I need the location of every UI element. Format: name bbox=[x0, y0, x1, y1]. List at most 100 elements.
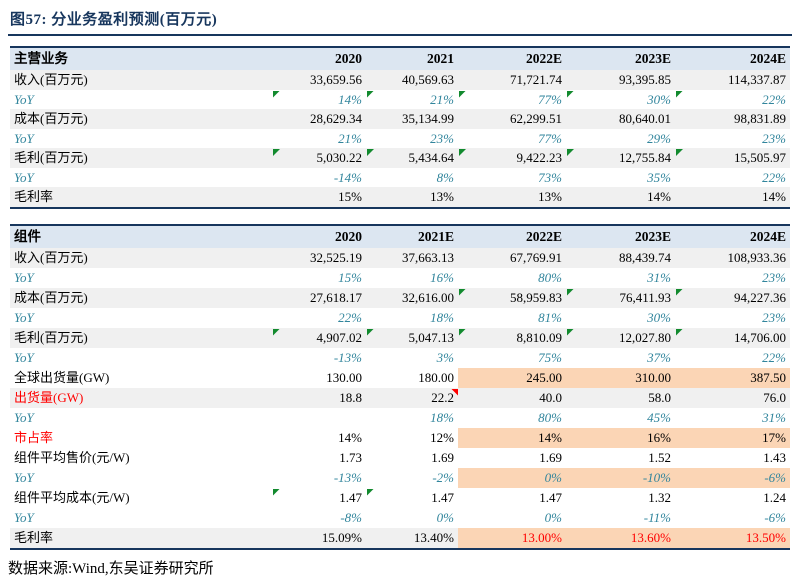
cell-value: 130.00 bbox=[272, 368, 366, 388]
green-corner-flag-icon bbox=[567, 288, 574, 296]
cell-value: 80% bbox=[458, 408, 566, 428]
cell-value-text: 58,959.83 bbox=[510, 289, 562, 305]
green-corner-flag-icon bbox=[273, 90, 280, 98]
cell-value-text: 71,721.74 bbox=[510, 72, 562, 87]
row-label: YoY bbox=[10, 90, 272, 110]
cell-value: 40,569.63 bbox=[366, 70, 458, 90]
cell-value: 35,134.99 bbox=[366, 109, 458, 129]
cell-value: 28,629.34 bbox=[272, 109, 366, 129]
cell-value-text: 13% bbox=[430, 189, 454, 204]
cell-value-text: 29% bbox=[647, 130, 671, 146]
cell-value: 67,769.91 bbox=[458, 248, 566, 268]
cell-value: 14% bbox=[272, 90, 366, 110]
cell-value-text: 18.8 bbox=[339, 389, 362, 405]
cell-value: 88,439.74 bbox=[566, 248, 675, 268]
column-header-text: 2024E bbox=[749, 51, 786, 66]
cell-value-text: -11% bbox=[643, 509, 671, 525]
table-row: 毛利(百万元) 5,030.22 5,434.64 9,422.23 12,755.84… bbox=[10, 148, 790, 168]
cell-value: 18.8 bbox=[272, 388, 366, 408]
cell-value: 40.0 bbox=[458, 388, 566, 408]
row-label-text: YoY bbox=[14, 409, 34, 425]
cell-value: 37,663.13 bbox=[366, 248, 458, 268]
row-label: YoY bbox=[10, 408, 272, 428]
cell-value: -14% bbox=[272, 168, 366, 188]
green-corner-flag-icon bbox=[367, 328, 374, 336]
cell-value: 13.50% bbox=[675, 527, 790, 548]
cell-value-text: 37% bbox=[647, 349, 671, 365]
green-corner-flag-icon bbox=[367, 90, 374, 98]
cell-value-text: 180.00 bbox=[418, 369, 454, 385]
cell-value: 5,047.13 bbox=[366, 328, 458, 348]
cell-value-text: 5,030.22 bbox=[316, 150, 363, 165]
row-label-text: YoY bbox=[14, 469, 34, 485]
cell-value-text: -6% bbox=[764, 469, 786, 485]
cell-value: 108,933.36 bbox=[675, 248, 790, 268]
cell-value-text: 16% bbox=[430, 269, 454, 285]
row-label: 收入(百万元) bbox=[10, 248, 272, 268]
cell-value: 0% bbox=[366, 508, 458, 528]
cell-value-text: 22% bbox=[762, 349, 786, 365]
cell-value-text: -10% bbox=[642, 469, 671, 485]
cell-value: 1.47 bbox=[272, 488, 366, 508]
row-label-text: 组件平均售价(元/W) bbox=[14, 449, 130, 465]
cell-value: 13.40% bbox=[366, 528, 458, 548]
cell-value-text: 14% bbox=[538, 429, 562, 445]
cell-value: 15.09% bbox=[272, 528, 366, 548]
cell-value-text: 62,299.51 bbox=[510, 111, 562, 126]
row-label-text: 组件平均成本(元/W) bbox=[14, 489, 130, 505]
green-corner-flag-icon bbox=[676, 328, 683, 336]
row-label: YoY bbox=[10, 168, 272, 188]
cell-value: 18% bbox=[366, 408, 458, 428]
green-corner-flag-icon bbox=[567, 328, 574, 336]
column-header: 2021E bbox=[366, 226, 458, 248]
cell-value: 3% bbox=[366, 348, 458, 368]
cell-value: 37% bbox=[566, 348, 675, 368]
cell-value: 23% bbox=[366, 129, 458, 149]
cell-value-text: -13% bbox=[333, 349, 362, 365]
cell-value: 77% bbox=[458, 129, 566, 149]
cell-value-text: 0% bbox=[544, 469, 562, 485]
green-corner-flag-icon bbox=[676, 288, 683, 296]
cell-value: 15% bbox=[272, 268, 366, 288]
row-label: YoY bbox=[10, 508, 272, 528]
cell-value-text: 21% bbox=[430, 91, 454, 107]
row-label-text: 毛利率 bbox=[14, 189, 54, 204]
table-row: YoY 14% 21% 77% 30% 22% bbox=[10, 90, 790, 110]
cell-value-text: 22% bbox=[762, 169, 786, 185]
cell-value-text: 13.40% bbox=[413, 529, 454, 545]
cell-value-text: 27,618.17 bbox=[310, 289, 362, 305]
cell-value: 21% bbox=[272, 129, 366, 149]
cell-value: 93,395.85 bbox=[566, 70, 675, 90]
green-corner-flag-icon bbox=[273, 328, 280, 336]
cell-value-text: -6% bbox=[764, 509, 786, 525]
cell-value-text: 22% bbox=[338, 309, 362, 325]
column-header-text: 2024E bbox=[749, 228, 786, 244]
green-corner-flag-icon bbox=[273, 488, 280, 496]
cell-value-text: 23% bbox=[762, 130, 786, 146]
green-corner-flag-icon bbox=[676, 149, 683, 156]
cell-value-text: 93,395.85 bbox=[619, 72, 671, 87]
table-row: 组件平均售价(元/W) 1.73 1.69 1.69 1.52 1.43 bbox=[10, 448, 790, 468]
cell-value-text: 14% bbox=[762, 189, 786, 204]
cell-value: 1.73 bbox=[272, 448, 366, 468]
cell-value: 81% bbox=[458, 308, 566, 328]
cell-value: 22% bbox=[675, 90, 790, 110]
row-label-text: YoY bbox=[14, 169, 34, 185]
cell-value-text: 310.00 bbox=[635, 369, 671, 385]
column-header: 2023E bbox=[566, 48, 675, 70]
cell-value-text: 23% bbox=[430, 130, 454, 146]
cell-value-text: 67,769.91 bbox=[510, 249, 562, 265]
green-corner-flag-icon bbox=[273, 149, 280, 156]
cell-value: 98,831.89 bbox=[675, 109, 790, 129]
table-row: 市占率 14% 12% 14% 16% 17% bbox=[10, 427, 790, 448]
cell-value: 32,525.19 bbox=[272, 248, 366, 268]
cell-value-text: 80% bbox=[538, 409, 562, 425]
cell-value-text: -2% bbox=[432, 469, 454, 485]
table-row: 毛利率 15.09% 13.40% 13.00% 13.60% 13.50% bbox=[10, 527, 790, 548]
cell-value-text: 1.47 bbox=[539, 489, 562, 505]
cell-value-text: 3% bbox=[436, 349, 454, 365]
cell-value-text: 14,706.00 bbox=[734, 329, 786, 345]
cell-value: 14% bbox=[458, 427, 566, 448]
cell-value: 5,434.64 bbox=[366, 148, 458, 168]
row-label: YoY bbox=[10, 468, 272, 488]
